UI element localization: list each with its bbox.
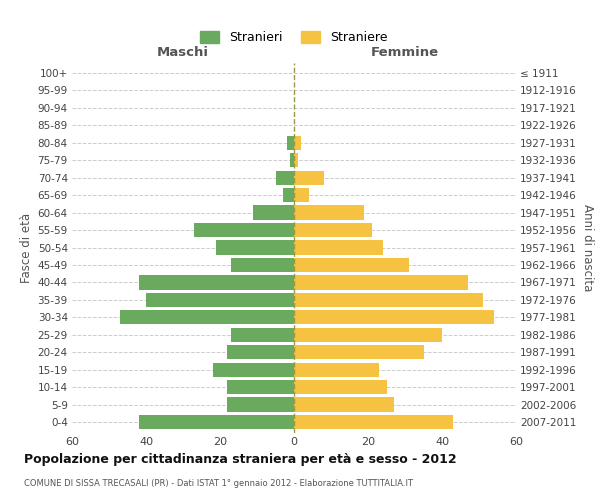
Bar — [294, 258, 409, 272]
Bar — [253, 206, 294, 220]
Text: Femmine: Femmine — [371, 46, 439, 59]
Bar — [212, 362, 294, 377]
Bar — [139, 415, 294, 429]
Bar — [139, 275, 294, 289]
Bar — [120, 310, 294, 324]
Bar — [294, 136, 301, 150]
Y-axis label: Fasce di età: Fasce di età — [20, 212, 34, 282]
Legend: Stranieri, Straniere: Stranieri, Straniere — [196, 26, 392, 49]
Bar — [294, 398, 394, 411]
Bar — [294, 310, 494, 324]
Text: Popolazione per cittadinanza straniera per età e sesso - 2012: Popolazione per cittadinanza straniera p… — [24, 453, 457, 466]
Bar — [194, 223, 294, 237]
Bar — [294, 362, 379, 377]
Bar — [227, 345, 294, 360]
Bar — [217, 240, 294, 254]
Bar — [294, 292, 482, 307]
Bar — [294, 223, 372, 237]
Bar — [294, 188, 309, 202]
Bar — [294, 275, 468, 289]
Bar — [294, 170, 323, 185]
Text: Maschi: Maschi — [157, 46, 209, 59]
Bar — [294, 345, 424, 360]
Bar — [294, 415, 453, 429]
Bar — [146, 292, 294, 307]
Bar — [231, 328, 294, 342]
Bar — [227, 398, 294, 411]
Bar — [294, 206, 364, 220]
Bar — [283, 188, 294, 202]
Bar — [287, 136, 294, 150]
Bar — [290, 153, 294, 168]
Bar — [294, 328, 442, 342]
Bar — [294, 240, 383, 254]
Bar — [227, 380, 294, 394]
Bar — [294, 153, 298, 168]
Bar — [275, 170, 294, 185]
Bar — [231, 258, 294, 272]
Bar — [294, 380, 386, 394]
Text: COMUNE DI SISSA TRECASALI (PR) - Dati ISTAT 1° gennaio 2012 - Elaborazione TUTTI: COMUNE DI SISSA TRECASALI (PR) - Dati IS… — [24, 478, 413, 488]
Y-axis label: Anni di nascita: Anni di nascita — [581, 204, 593, 291]
